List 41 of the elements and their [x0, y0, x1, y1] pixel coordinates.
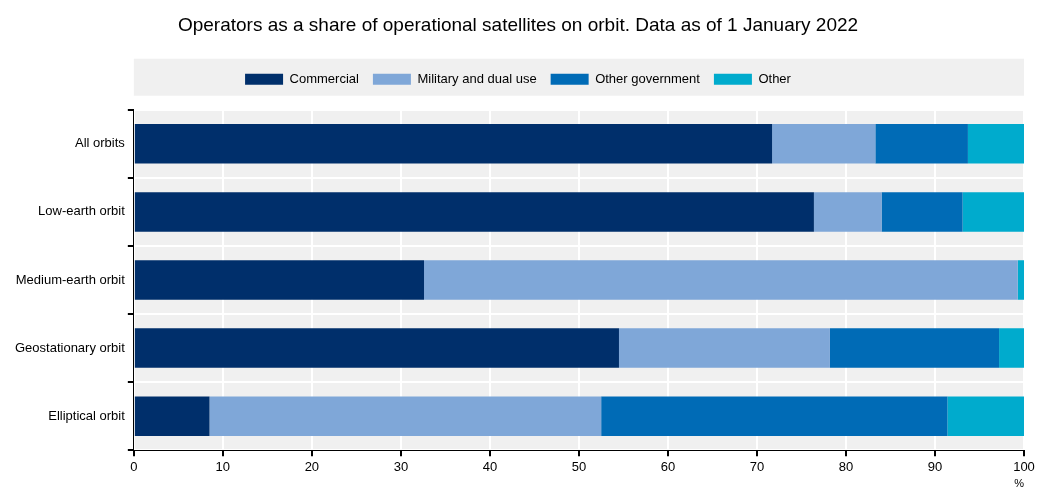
x-tick-label: 70: [749, 458, 765, 474]
bar: [829, 328, 1000, 368]
x-tick-label: 0: [130, 458, 138, 474]
y-tick-label: Low-earth orbit: [38, 203, 126, 219]
bar: [947, 396, 1024, 436]
bar: [134, 396, 210, 436]
x-tick-label: 100: [1013, 458, 1035, 474]
x-axis-title: %: [1014, 477, 1025, 490]
legend-label: Other: [758, 70, 792, 86]
bar: [134, 192, 814, 232]
y-tick-label: All orbits: [74, 135, 126, 151]
bar: [875, 124, 968, 164]
x-tick-label: 60: [660, 458, 676, 474]
bar: [134, 260, 425, 300]
legend-label: Other government: [595, 70, 701, 86]
bar: [772, 124, 876, 164]
bar: [601, 396, 948, 436]
x-tick-label: 30: [393, 458, 409, 474]
bar: [962, 192, 1024, 232]
legend-label: Military and dual use: [417, 70, 537, 86]
bar: [618, 328, 830, 368]
x-tick-label: 80: [838, 458, 854, 474]
legend-label: Commercial: [289, 70, 360, 86]
bar: [881, 192, 963, 232]
y-tick-label: Medium-earth orbit: [15, 271, 126, 287]
bar: [999, 328, 1024, 368]
x-tick-label: 20: [304, 458, 320, 474]
bar: [967, 124, 1024, 164]
bar: [424, 260, 1018, 300]
y-tick-label: Elliptical orbit: [48, 407, 126, 423]
bar: [813, 192, 882, 232]
bar: [209, 396, 602, 436]
x-tick-label: 90: [927, 458, 943, 474]
bar: [134, 328, 619, 368]
y-tick-label: Geostationary orbit: [14, 339, 126, 355]
x-tick-label: 50: [571, 458, 587, 474]
x-tick-label: 10: [215, 458, 231, 474]
x-tick-label: 40: [482, 458, 498, 474]
chart-title: Operators as a share of operational satellites on orbit. Data as of 1 January 2022: [177, 13, 859, 35]
bar: [134, 124, 773, 164]
bar: [1017, 260, 1024, 300]
